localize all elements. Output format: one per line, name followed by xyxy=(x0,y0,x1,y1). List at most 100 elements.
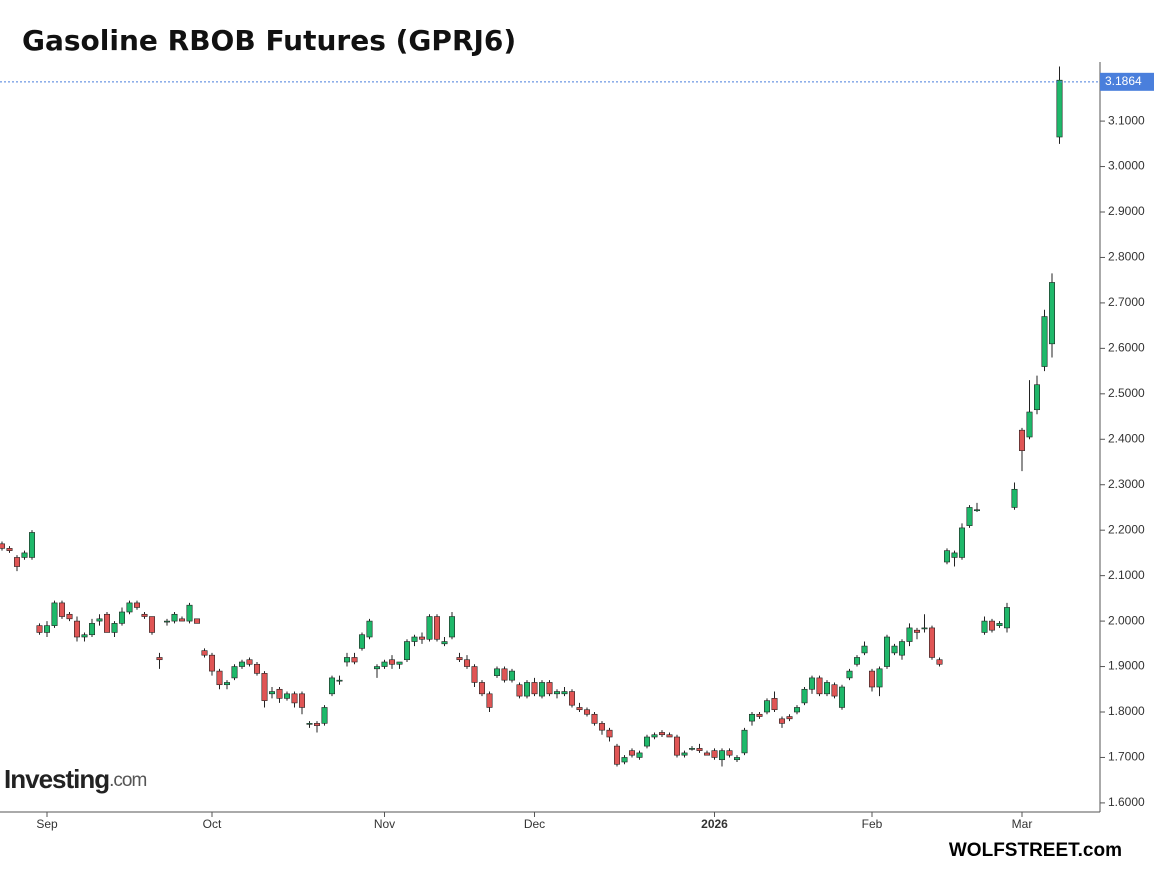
candle-body xyxy=(246,659,253,665)
candle-body xyxy=(876,668,883,688)
candle-body xyxy=(343,657,350,663)
candle-body xyxy=(981,620,988,633)
candle-body xyxy=(321,707,328,724)
candle-body xyxy=(1018,429,1025,451)
candle-body xyxy=(418,636,425,640)
candle-body xyxy=(898,641,905,656)
candle-body xyxy=(643,736,650,747)
candle-body xyxy=(613,745,620,765)
candle-body xyxy=(1011,488,1018,508)
y-tick-label: 2.9000 xyxy=(1108,204,1145,218)
candle-body xyxy=(1049,282,1056,345)
candle-body xyxy=(966,507,973,526)
candle-body xyxy=(628,750,635,756)
candle-body xyxy=(756,713,763,717)
y-tick-label: 2.6000 xyxy=(1108,341,1145,355)
candle-body xyxy=(921,627,928,630)
candle-body xyxy=(194,618,201,624)
candle-body xyxy=(838,686,845,708)
candle-body xyxy=(681,752,688,756)
candle-body xyxy=(441,641,448,645)
candle-body xyxy=(179,618,186,622)
candle-body xyxy=(426,616,433,640)
candle-body xyxy=(561,691,568,695)
candle-body xyxy=(591,713,598,724)
candle-body xyxy=(1041,316,1048,367)
candle-body xyxy=(1026,411,1033,438)
candle-body xyxy=(283,693,290,699)
candle-body xyxy=(239,661,246,667)
candle-body xyxy=(224,682,231,686)
candle-body xyxy=(861,645,868,654)
last-price-box xyxy=(1100,72,1154,91)
candle-body xyxy=(883,636,890,667)
candle-body xyxy=(583,709,590,715)
y-tick-label: 1.8000 xyxy=(1108,704,1145,718)
candle-body xyxy=(171,613,178,622)
candle-body xyxy=(936,659,943,665)
candle-body xyxy=(741,729,748,754)
y-tick-label: 2.5000 xyxy=(1108,386,1145,400)
candle-body xyxy=(636,752,643,758)
candle-body xyxy=(726,750,733,756)
y-tick-label: 2.4000 xyxy=(1108,431,1145,445)
candle-body xyxy=(658,732,665,736)
candle-body xyxy=(81,634,88,638)
candle-body xyxy=(96,618,103,622)
candle-body xyxy=(313,723,320,726)
candle-body xyxy=(448,616,455,638)
candle-body xyxy=(1003,607,1010,629)
candle-body xyxy=(126,602,133,613)
candle-body xyxy=(456,657,463,661)
candle-body xyxy=(336,679,343,682)
candle-body xyxy=(43,625,50,633)
candle-body xyxy=(254,663,261,674)
candle-body xyxy=(763,700,770,713)
candle-body xyxy=(516,684,523,697)
candle-body xyxy=(486,693,493,708)
candle-body xyxy=(58,602,65,617)
x-tick-label: Nov xyxy=(374,817,395,831)
y-tick-label: 2.0000 xyxy=(1108,613,1145,627)
x-tick-label: Oct xyxy=(203,817,222,831)
candle-body xyxy=(951,552,958,558)
candle-body xyxy=(598,723,605,731)
candle-body xyxy=(538,682,545,697)
candle-body xyxy=(403,641,410,661)
y-tick-label: 1.7000 xyxy=(1108,750,1145,764)
candle-body xyxy=(276,688,283,699)
candle-body xyxy=(808,677,815,690)
x-tick-label: Feb xyxy=(862,817,883,831)
candle-body xyxy=(913,629,920,633)
candle-body xyxy=(703,752,710,756)
candle-body xyxy=(606,729,613,738)
y-tick-label: 2.2000 xyxy=(1108,522,1145,536)
candle-body xyxy=(546,682,553,695)
candle-body xyxy=(89,623,96,636)
candle-body xyxy=(328,677,335,695)
candle-body xyxy=(868,670,875,688)
y-tick-label: 3.0000 xyxy=(1108,159,1145,173)
candle-body xyxy=(576,707,583,711)
candle-body xyxy=(36,625,43,633)
candle-body xyxy=(14,557,21,567)
y-tick-label: 2.3000 xyxy=(1108,477,1145,491)
candle-body xyxy=(531,682,538,695)
candle-body xyxy=(816,677,823,695)
candle-body xyxy=(823,682,830,695)
candle-body xyxy=(973,509,980,512)
last-price-label: 3.1864 xyxy=(1105,74,1142,88)
candle-body xyxy=(216,670,223,686)
candle-body xyxy=(119,611,126,624)
logo: Investing.com xyxy=(4,764,146,794)
candle-body xyxy=(411,636,418,642)
candle-body xyxy=(298,693,305,708)
candle-body xyxy=(21,552,28,558)
candle-body xyxy=(906,627,913,642)
candle-body xyxy=(149,616,156,633)
candle-body xyxy=(801,688,808,704)
candle-body xyxy=(958,527,965,558)
candle-body xyxy=(508,670,515,681)
candle-body xyxy=(733,757,740,761)
